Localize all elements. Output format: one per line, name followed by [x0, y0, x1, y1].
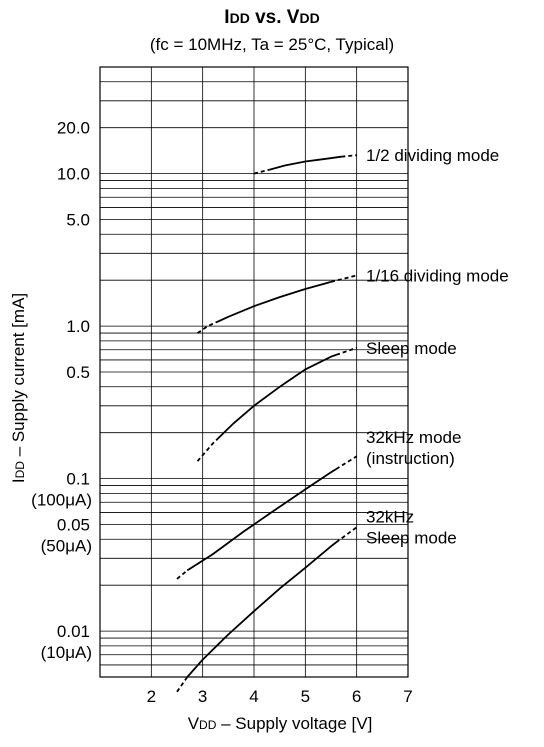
series-line-dashed-end: [335, 526, 358, 544]
series-line-dashed-start: [253, 168, 270, 175]
y-tick-label: 0.01: [57, 622, 90, 641]
chart-title: IDD vs. VDD: [0, 7, 544, 29]
series-line-dashed-end: [335, 346, 357, 356]
chart-title-dd-1: DD: [229, 10, 250, 26]
chart-title-vs: vs. V: [249, 7, 300, 28]
series-label: Sleep mode: [366, 339, 457, 358]
chart-title-dd-2: DD: [299, 10, 320, 26]
series-line: [269, 155, 342, 171]
y-tick-label: 0.1: [66, 470, 90, 489]
y-tick-label: 20.0: [57, 119, 90, 138]
y-tick-label: 1.0: [66, 317, 90, 336]
series-label: 32kHz: [366, 508, 414, 527]
y-tick-label: 0.05: [57, 516, 90, 535]
x-tick-label: 2: [147, 687, 156, 706]
plot-frame: [99, 66, 409, 678]
x-tick-label: 5: [301, 687, 310, 706]
y-tick-label: 10.0: [57, 165, 90, 184]
series-line: [186, 468, 337, 572]
series-line: [186, 541, 337, 678]
x-tick-label: 7: [403, 687, 412, 706]
series-label: 32kHz mode: [366, 428, 461, 447]
y-tick-unit-label: (50μA): [41, 537, 92, 556]
y-tick-unit-label: (100μA): [31, 491, 92, 510]
x-axis-title-v: V: [187, 714, 200, 733]
x-axis-title: VDD – Supply voltage [V]: [100, 714, 460, 734]
series-label: (instruction): [366, 449, 455, 468]
series-line-dashed-end: [335, 455, 358, 470]
x-tick-label: 3: [198, 687, 207, 706]
series-line-dashed-start: [196, 320, 219, 334]
x-axis-title-rest: – Supply voltage [V]: [216, 714, 373, 733]
series-line-dashed-start: [176, 676, 189, 693]
series-label: 1/2 dividing mode: [366, 146, 499, 165]
chart-title-i: I: [224, 7, 230, 28]
series-label: Sleep mode: [366, 529, 457, 548]
series-label: 1/16 dividing mode: [366, 266, 509, 285]
x-axis-title-dd: DD: [199, 718, 217, 732]
series-line-dashed-start: [176, 569, 188, 580]
x-tick-label: 4: [249, 687, 258, 706]
series-line: [217, 281, 332, 323]
series-line-dashed-end: [330, 274, 357, 283]
y-tick-label: 5.0: [66, 211, 90, 230]
y-tick-label: 0.5: [66, 363, 90, 382]
x-tick-label: 6: [352, 687, 361, 706]
series-line-dashed-end: [341, 154, 357, 158]
series-line-dashed-start: [196, 437, 219, 462]
y-tick-unit-label: (10μA): [41, 643, 92, 662]
chart-subtitle: (fc = 10MHz, Ta = 25°C, Typical): [149, 35, 395, 54]
series-line: [217, 354, 337, 440]
